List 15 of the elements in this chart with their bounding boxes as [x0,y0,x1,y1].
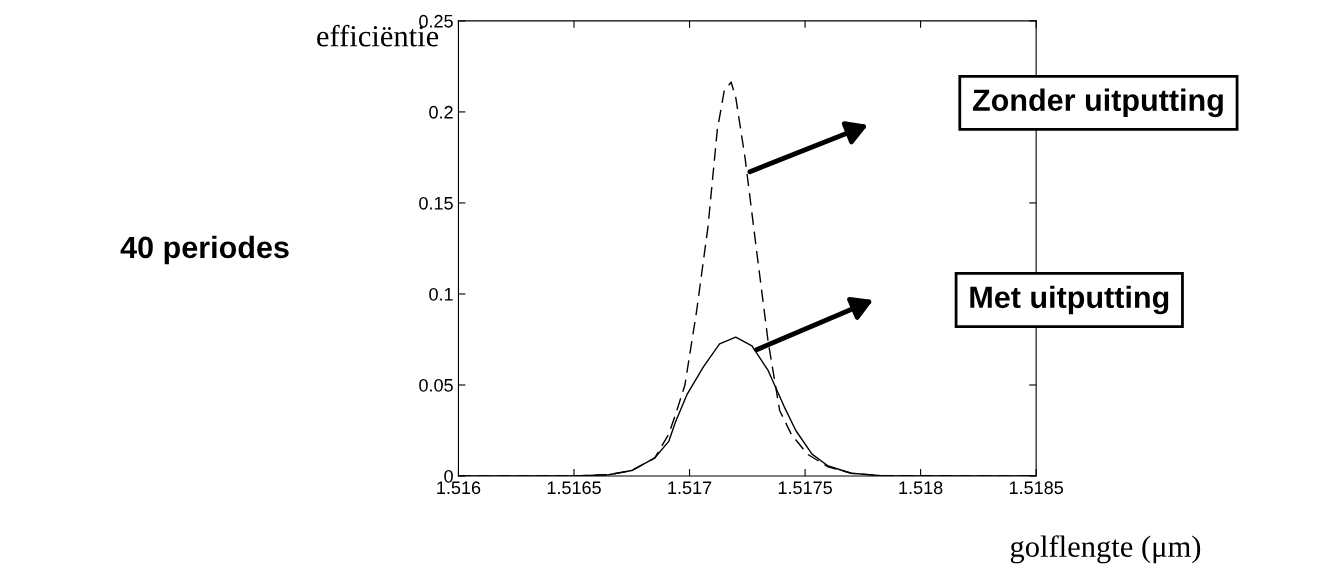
annotation: Met uitputting [970,285,1169,315]
y-tick-label: 0.05 [419,378,453,392]
y-tick-label: 0.1 [429,287,453,301]
x-tick-label: 1.5175 [778,481,832,495]
x-axis-title: golflengte (μm) [1010,535,1201,564]
y-tick-label: 0.2 [429,105,453,119]
annotation: Zonder uitputting [972,88,1223,118]
x-tick-label: 1.517 [668,481,712,495]
x-tick-label: 1.516 [437,481,481,495]
x-tick-label: 1.518 [899,481,943,495]
y-tick-label: 0.15 [419,196,453,210]
x-tick-label: 1.5165 [547,481,601,495]
y-tick-label: 0 [444,469,453,483]
x-tick-label: 1.5185 [1009,481,1064,495]
text: 40 periodes [120,235,289,265]
